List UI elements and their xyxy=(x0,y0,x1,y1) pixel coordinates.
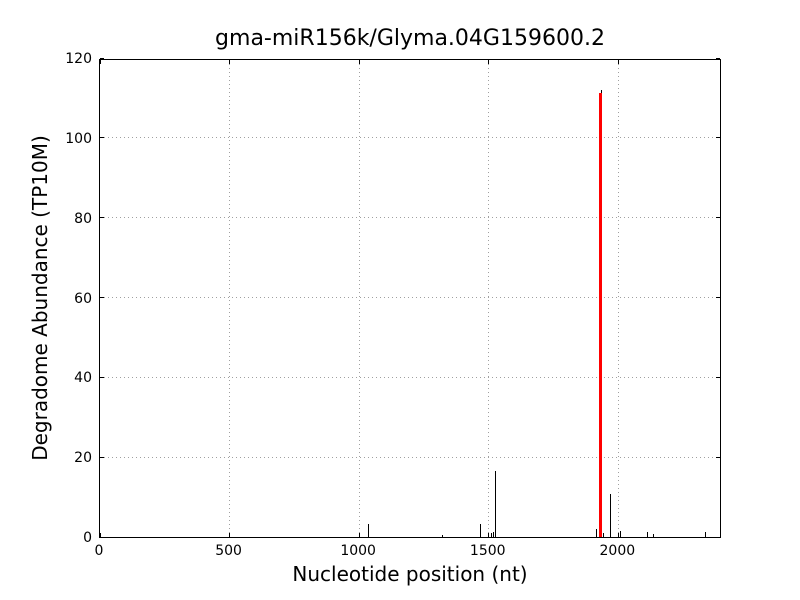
y-tick-label: 80 xyxy=(74,210,92,227)
y-tick-mark xyxy=(100,137,104,139)
x-tick-label: 1500 xyxy=(469,543,506,559)
y-tick-label: 40 xyxy=(74,370,92,387)
y-tick-label: 20 xyxy=(74,450,92,467)
x-tick-mark xyxy=(617,533,619,537)
y-tick-mark xyxy=(716,57,720,59)
x-tick-mark xyxy=(229,60,231,64)
y-tick-mark xyxy=(100,376,104,378)
y-tick-label: 120 xyxy=(65,51,92,67)
x-tick-mark xyxy=(358,60,360,64)
spike xyxy=(620,531,621,537)
y-tick-mark xyxy=(716,297,720,298)
y-tick-mark xyxy=(716,456,720,458)
spike xyxy=(653,534,654,537)
x-tick-mark xyxy=(488,533,490,537)
y-tick-mark xyxy=(100,297,104,298)
x-tick-mark xyxy=(99,60,101,64)
y-tick-mark xyxy=(100,456,104,458)
x-tick-mark xyxy=(617,60,619,64)
x-axis-label: Nucleotide position (nt) xyxy=(292,562,528,586)
spike xyxy=(596,529,597,537)
y-tick-mark xyxy=(716,376,720,378)
x-tick-label: 2000 xyxy=(599,543,636,559)
plot-area xyxy=(99,57,721,538)
x-tick-mark xyxy=(229,533,231,537)
chart-title: gma-miR156k/Glyma.04G159600.2 xyxy=(215,26,605,51)
spike xyxy=(493,532,494,537)
x-tick-label: 1000 xyxy=(340,543,376,559)
spike xyxy=(495,471,496,537)
x-tick-label: 500 xyxy=(215,543,242,559)
gridline-vertical xyxy=(358,60,360,537)
spike xyxy=(368,524,369,537)
spike xyxy=(491,533,492,537)
spike xyxy=(705,532,706,537)
highlight-spike xyxy=(599,93,602,537)
x-tick-mark xyxy=(358,533,360,537)
gridline-horizontal xyxy=(100,217,720,219)
spike xyxy=(442,535,443,537)
spike xyxy=(603,533,604,537)
x-tick-label: 0 xyxy=(94,543,104,559)
gridline-horizontal xyxy=(100,376,720,378)
gridline-vertical xyxy=(488,60,490,537)
gridline-vertical xyxy=(617,60,619,537)
spike xyxy=(647,532,648,537)
y-tick-label: 60 xyxy=(74,290,92,307)
y-axis-label: Degradome Abundance (TP10M) xyxy=(28,135,52,461)
y-tick-mark xyxy=(100,57,104,59)
y-tick-mark xyxy=(716,536,720,538)
x-tick-mark xyxy=(99,533,101,537)
y-tick-mark xyxy=(716,217,720,219)
gridline-vertical xyxy=(229,60,231,537)
gridline-horizontal xyxy=(100,297,720,298)
x-tick-mark xyxy=(488,60,490,64)
y-tick-mark xyxy=(100,536,104,538)
spike xyxy=(610,494,611,537)
gridline-horizontal xyxy=(100,137,720,139)
y-tick-label: 100 xyxy=(65,130,92,147)
y-tick-label: 0 xyxy=(83,530,92,546)
y-tick-mark xyxy=(100,217,104,219)
y-tick-mark xyxy=(716,137,720,139)
spike xyxy=(480,524,481,537)
gridline-horizontal xyxy=(100,456,720,458)
